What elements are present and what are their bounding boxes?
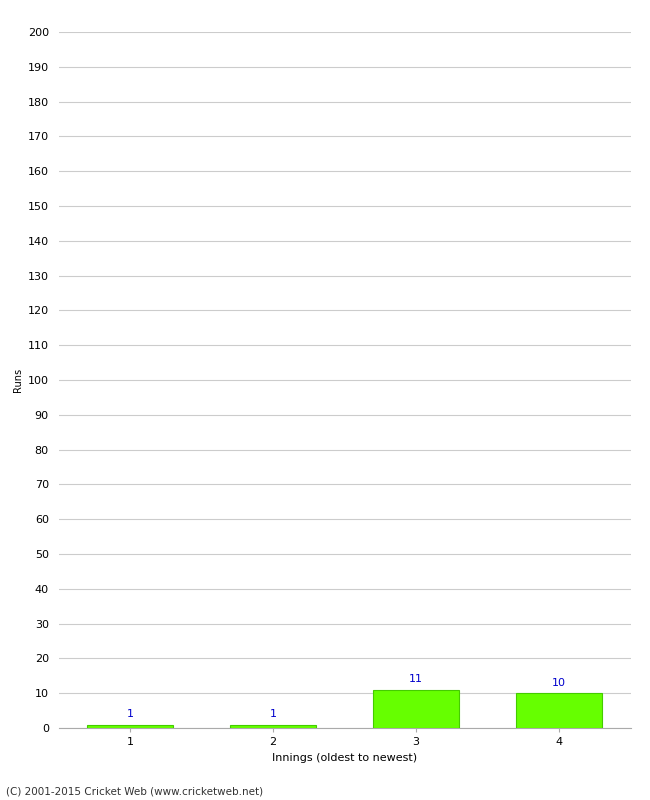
Bar bbox=[516, 693, 602, 728]
X-axis label: Innings (oldest to newest): Innings (oldest to newest) bbox=[272, 753, 417, 762]
Text: 1: 1 bbox=[270, 710, 276, 719]
Bar bbox=[230, 725, 316, 728]
Text: 1: 1 bbox=[127, 710, 133, 719]
Y-axis label: Runs: Runs bbox=[14, 368, 23, 392]
Bar bbox=[87, 725, 173, 728]
Text: (C) 2001-2015 Cricket Web (www.cricketweb.net): (C) 2001-2015 Cricket Web (www.cricketwe… bbox=[6, 786, 264, 796]
Text: 10: 10 bbox=[552, 678, 566, 688]
Bar bbox=[373, 690, 459, 728]
Text: 11: 11 bbox=[409, 674, 423, 685]
